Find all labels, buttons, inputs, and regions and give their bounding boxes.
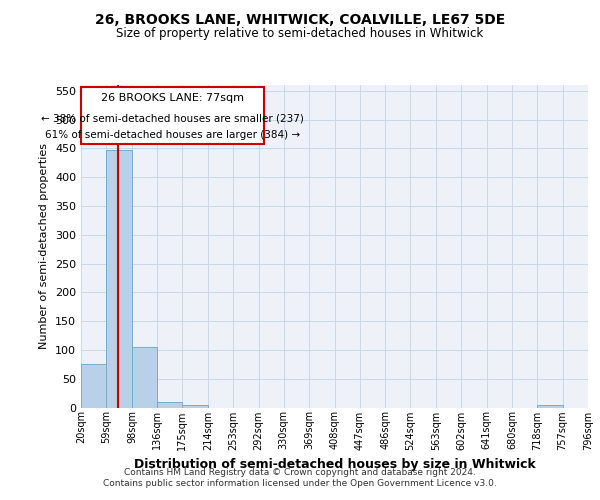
Text: 26 BROOKS LANE: 77sqm: 26 BROOKS LANE: 77sqm — [101, 93, 244, 103]
Bar — [81, 364, 106, 408]
Bar — [182, 404, 208, 407]
Text: 26, BROOKS LANE, WHITWICK, COALVILLE, LE67 5DE: 26, BROOKS LANE, WHITWICK, COALVILLE, LE… — [95, 12, 505, 26]
Bar — [537, 404, 563, 407]
X-axis label: Distribution of semi-detached houses by size in Whitwick: Distribution of semi-detached houses by … — [134, 458, 535, 471]
Bar — [157, 402, 182, 407]
Text: Contains HM Land Registry data © Crown copyright and database right 2024.
Contai: Contains HM Land Registry data © Crown c… — [103, 468, 497, 487]
Y-axis label: Number of semi-detached properties: Number of semi-detached properties — [40, 143, 49, 349]
FancyBboxPatch shape — [81, 86, 264, 144]
Text: 61% of semi-detached houses are larger (384) →: 61% of semi-detached houses are larger (… — [45, 130, 300, 140]
Bar — [106, 150, 132, 407]
Bar — [132, 347, 157, 408]
Text: ← 38% of semi-detached houses are smaller (237): ← 38% of semi-detached houses are smalle… — [41, 113, 304, 123]
Text: Size of property relative to semi-detached houses in Whitwick: Size of property relative to semi-detach… — [116, 28, 484, 40]
